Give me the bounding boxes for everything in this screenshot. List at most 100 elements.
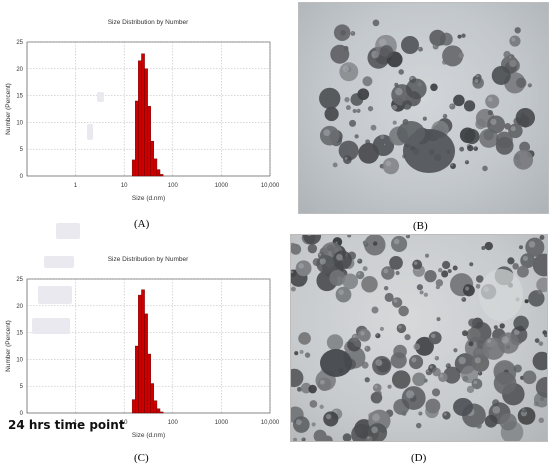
nanoparticle [391,297,403,308]
nanoparticle [405,78,427,100]
nanoparticle [292,437,298,441]
nanoparticle [362,240,367,245]
histogram-bar [141,53,145,177]
nanoparticle [513,315,529,332]
particle-highlight [413,261,418,265]
nanoparticle [431,388,441,397]
particle-highlight [395,87,403,96]
x-tick-label: 1 [74,420,78,426]
nanoparticle [435,279,444,287]
y-tick-label: 20 [16,304,23,310]
nanoparticle [442,113,448,119]
particle-highlight [351,31,353,34]
particle-highlight [476,75,479,78]
nanoparticle [473,146,478,151]
nanoparticle [402,100,412,110]
particle-highlight [372,413,380,422]
particle-highlight [426,369,430,373]
nanoparticle [362,266,368,272]
nanoparticle [361,275,378,293]
nanoparticle [481,245,486,251]
particle-highlight [393,299,398,303]
nanoparticle [422,116,427,121]
nanoparticle [391,370,411,389]
nanoparticle [468,341,474,347]
histogram-bar [150,140,155,177]
nanoparticle [319,404,324,410]
nanoparticle [356,108,361,113]
histogram-bar [135,345,139,414]
particle-highlight [376,333,379,336]
nanoparticle [538,341,544,346]
nanoparticle [370,124,377,131]
nanoparticle [347,337,362,352]
nanoparticle [298,332,311,345]
particle-highlight [298,263,304,269]
nanoparticle [485,94,500,109]
nanoparticle [524,299,529,304]
particle-highlight [383,268,389,274]
nanoparticle [517,265,529,278]
nanoparticle [468,318,477,327]
nanoparticle [349,119,357,127]
particle-highlight [393,121,395,123]
x-tick-label: 1 [74,183,78,189]
histogram-bar [159,174,164,177]
particle-highlight [423,117,425,119]
nanoparticle [295,260,312,277]
nanoparticle [401,386,426,410]
histogram-bar [141,289,145,414]
particle-highlight [418,47,421,50]
nanoparticle [394,82,399,87]
nanoparticle [462,284,475,297]
chart-title: Size Distribution by Number [108,256,189,263]
histogram-bar [147,106,151,177]
x-tick-label: 1000 [215,420,229,426]
particle-highlight [371,426,378,434]
nanoparticle [459,146,465,152]
nanoparticle [496,131,513,149]
nanoparticle [344,97,350,103]
nanoparticle [527,83,532,88]
nanoparticle [467,145,474,152]
nanoparticle [462,375,469,382]
nanoparticle [339,62,359,82]
particle-highlight [325,413,332,420]
particle-highlight [430,333,436,339]
nanoparticle [429,29,446,47]
nanoparticle [307,243,318,254]
nanoparticle [390,235,408,253]
y-tick-label: 0 [20,411,24,417]
nanoparticle [463,100,476,112]
particle-highlight [424,293,426,295]
nanoparticle [449,103,456,110]
tem-particles-d [291,235,547,441]
nanoparticle [362,76,373,87]
particle-highlight [465,286,470,291]
x-tick-label: 10 [121,420,128,426]
histogram-bar [144,68,148,177]
particle-highlight [380,327,383,329]
nanoparticle [408,354,424,370]
particle-highlight [490,118,497,125]
nanoparticle [383,143,388,148]
nanoparticle [428,331,442,345]
nanoparticle [450,163,456,169]
x-tick-label: 10,000 [261,183,280,189]
particle-highlight [319,253,322,256]
particle-highlight [528,241,536,248]
nanoparticle [313,429,327,441]
nanoparticle [535,376,547,398]
nanoparticle [485,337,496,348]
nanoparticle [509,35,521,47]
y-tick-label: 20 [16,67,23,73]
nanoparticle [389,255,403,270]
nanoparticle [373,395,382,404]
particle-highlight [429,365,433,369]
nanoparticle [299,349,304,354]
nanoparticle [412,372,426,387]
chart-title: Size Distribution by Number [108,19,189,26]
nanoparticle [425,253,430,258]
